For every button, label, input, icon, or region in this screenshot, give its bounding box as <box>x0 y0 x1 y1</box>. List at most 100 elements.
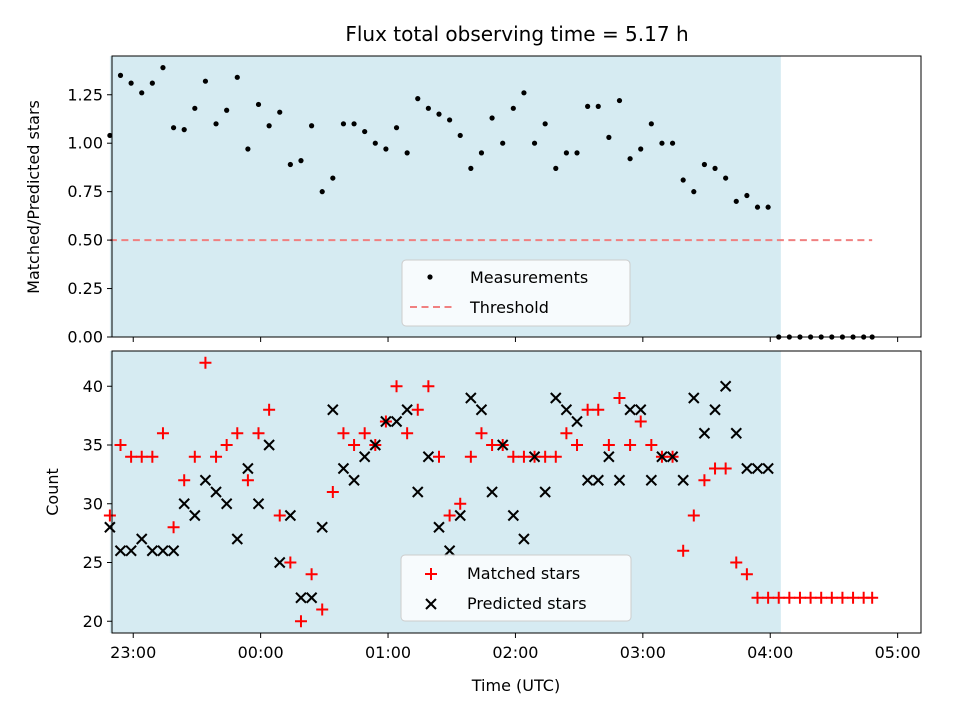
matched-stars-point <box>634 415 647 428</box>
matched-stars-point <box>677 544 690 557</box>
measurement-point <box>277 109 283 115</box>
legend-measurements-marker <box>427 274 433 280</box>
marker-stroke <box>401 404 413 416</box>
marker-stroke <box>284 509 297 522</box>
legend-predicted-stars-label: Predicted stars <box>467 594 587 613</box>
measurement-point <box>712 165 718 171</box>
matched-stars-point <box>231 427 244 440</box>
measurement-point <box>213 121 219 127</box>
measurement-point <box>595 103 601 109</box>
predicted-stars-point <box>486 486 498 498</box>
marker-stroke <box>305 592 318 604</box>
measurement-point <box>128 80 134 86</box>
predicted-stars-point <box>189 509 201 522</box>
measurement-point <box>669 140 676 146</box>
matched-stars-point <box>167 521 180 534</box>
measurement-point <box>478 150 485 156</box>
predicted-stars-point <box>656 451 668 463</box>
predicted-stars-point <box>390 415 403 428</box>
predicted-stars-point <box>242 462 254 475</box>
predicted-stars-point <box>125 545 137 557</box>
measurement-point <box>393 125 400 131</box>
measurement-point <box>680 177 686 183</box>
measurement-point <box>648 121 654 127</box>
matched-stars-point <box>581 403 594 416</box>
x-tick-label: 01:00 <box>365 643 411 662</box>
measurement-point <box>287 161 293 168</box>
marker-stroke <box>136 533 148 545</box>
predicted-stars-point <box>719 380 732 392</box>
predicted-stars-point <box>528 451 541 463</box>
x-axis-label: Time (UTC) <box>471 676 560 695</box>
predicted-stars-point <box>539 486 551 498</box>
measurement-point <box>447 117 453 123</box>
matched-stars-point <box>348 439 361 451</box>
marker-stroke <box>422 451 435 463</box>
marker-stroke <box>666 451 679 463</box>
matched-stars-point <box>592 403 605 416</box>
legend-measurements-label: Measurements <box>470 268 588 287</box>
predicted-stars-point <box>358 451 371 463</box>
predicted-stars-point <box>412 486 424 498</box>
marker-stroke <box>698 427 711 439</box>
matched-stars-point <box>316 603 329 616</box>
matched-stars-point <box>294 615 307 628</box>
marker-stroke <box>709 404 721 416</box>
matched-stars-point <box>199 356 212 369</box>
predicted-stars-point <box>104 521 116 533</box>
marker-stroke <box>125 545 137 557</box>
predicted-stars-point <box>295 592 307 604</box>
predicted-stars-point <box>454 509 466 522</box>
measurement-point <box>415 96 421 102</box>
marker-stroke <box>425 598 437 610</box>
marker-stroke <box>104 521 116 533</box>
predicted-stars-point <box>220 498 233 510</box>
matched-stars-point <box>156 427 169 440</box>
marker-stroke <box>146 545 159 557</box>
marker-stroke <box>730 427 742 439</box>
predicted-stars-point <box>592 474 604 486</box>
marker-stroke <box>560 404 573 416</box>
measurement-point <box>117 72 124 78</box>
marker-stroke <box>613 474 626 486</box>
predicted-stars-point <box>603 451 615 463</box>
legend-matched-stars-marker <box>425 568 437 580</box>
measurement-point <box>563 150 569 156</box>
y-tick-label: 0.25 <box>67 279 103 298</box>
y-tick-label: 35 <box>83 436 103 455</box>
matched-stars-point <box>751 591 764 604</box>
count-panel: 20 25 30 35 40 23:00 00:00 01:00 02:00 03:00 04:0… <box>43 350 922 695</box>
matched-stars-point <box>772 591 785 604</box>
measurement-point <box>585 103 591 109</box>
matched-stars-point <box>740 568 753 581</box>
matched-stars-point <box>698 474 711 487</box>
matched-stars-point <box>804 591 817 604</box>
marker-stroke <box>475 404 488 416</box>
matched-stars-point <box>825 591 838 604</box>
predicted-stars-point <box>645 474 658 486</box>
marker-stroke <box>518 533 530 545</box>
marker-stroke <box>380 415 392 428</box>
measurement-point <box>659 140 665 146</box>
matched-stars-point <box>411 403 424 416</box>
legend-predicted-stars-marker <box>425 598 437 610</box>
count-panel-y-ticks: 20 25 30 35 40 <box>83 377 112 631</box>
predicted-stars-point <box>698 427 711 439</box>
marker-stroke <box>390 415 403 428</box>
measurement-point <box>638 146 644 152</box>
marker-stroke <box>327 404 339 416</box>
y-tick-label: 1.00 <box>67 134 103 153</box>
matched-stars-point <box>783 591 796 604</box>
matched-stars-point <box>709 462 722 475</box>
predicted-stars-point <box>560 404 573 416</box>
x-tick-label: 02:00 <box>492 643 538 662</box>
measurement-point <box>351 121 357 127</box>
matched-stars-point <box>464 450 477 463</box>
predicted-stars-point <box>465 392 477 404</box>
measurement-point <box>574 150 580 156</box>
matched-stars-point <box>273 509 286 522</box>
predicted-stars-point <box>496 439 509 451</box>
measurement-point <box>340 121 347 127</box>
y-tick-label: 30 <box>83 494 103 513</box>
predicted-stars-point <box>751 462 764 475</box>
